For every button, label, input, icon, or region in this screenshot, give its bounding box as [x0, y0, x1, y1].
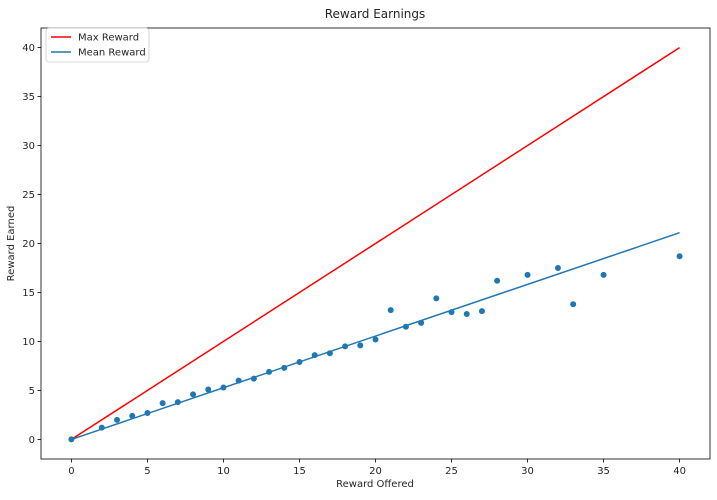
- data-point: [676, 253, 683, 260]
- data-point: [402, 323, 409, 330]
- data-point: [220, 384, 227, 391]
- data-point: [494, 277, 501, 284]
- data-point: [357, 342, 364, 349]
- data-point: [68, 436, 75, 443]
- data-point: [342, 343, 349, 350]
- series-line-mean-reward: [71, 232, 680, 441]
- x-tick-label: 40: [673, 466, 686, 477]
- data-point: [448, 309, 455, 316]
- data-point: [250, 375, 257, 382]
- data-point: [235, 377, 242, 384]
- data-point: [266, 368, 273, 375]
- x-tick-label: 5: [144, 466, 150, 477]
- plot-area: [68, 46, 683, 443]
- data-point: [190, 391, 197, 398]
- data-point: [326, 350, 333, 357]
- y-tick-label: 25: [22, 190, 35, 201]
- legend-box: [45, 27, 150, 63]
- y-tick-label: 5: [29, 386, 35, 397]
- y-tick-label: 35: [22, 92, 35, 103]
- y-tick-label: 30: [22, 141, 35, 152]
- data-point: [114, 416, 121, 423]
- data-point: [387, 307, 394, 314]
- x-tick-label: 15: [293, 466, 306, 477]
- y-tick-label: 0: [29, 435, 35, 446]
- x-tick-label: 30: [521, 466, 534, 477]
- data-point: [159, 400, 166, 407]
- data-point: [129, 412, 136, 419]
- data-point: [570, 301, 577, 308]
- data-point: [311, 352, 318, 359]
- series-line-max-reward: [71, 46, 680, 441]
- data-point: [463, 311, 470, 318]
- data-point: [600, 271, 607, 278]
- data-point: [372, 336, 379, 343]
- x-axis-label: Reward Offered: [336, 479, 414, 490]
- data-point: [478, 308, 485, 315]
- x-tick-label: 0: [68, 466, 74, 477]
- data-point: [296, 359, 303, 366]
- y-tick-label: 20: [22, 239, 35, 250]
- chart-title: Reward Earnings: [325, 7, 426, 21]
- data-point: [205, 386, 212, 393]
- x-tick-label: 20: [369, 466, 382, 477]
- data-point: [554, 264, 561, 271]
- x-tick-label: 25: [445, 466, 458, 477]
- legend-label: Mean Reward: [78, 48, 146, 59]
- x-tick-label: 35: [597, 466, 610, 477]
- y-axis: 0 5 10 15 20 25 30 35 40: [22, 43, 41, 446]
- data-point: [433, 295, 440, 302]
- data-point: [281, 364, 288, 371]
- x-axis: 0 5 10 15 20 25 30 35 40: [68, 459, 686, 477]
- data-point: [524, 271, 531, 278]
- legend: Max Reward Mean Reward: [45, 27, 150, 63]
- y-axis-label: Reward Earned: [6, 206, 17, 282]
- data-point: [98, 424, 105, 431]
- y-tick-label: 10: [22, 337, 35, 348]
- x-tick-label: 10: [217, 466, 230, 477]
- y-tick-label: 15: [22, 288, 35, 299]
- data-point: [174, 399, 181, 406]
- legend-label: Max Reward: [78, 33, 139, 44]
- data-point: [418, 319, 425, 326]
- y-tick-label: 40: [22, 43, 35, 54]
- data-point: [144, 409, 151, 416]
